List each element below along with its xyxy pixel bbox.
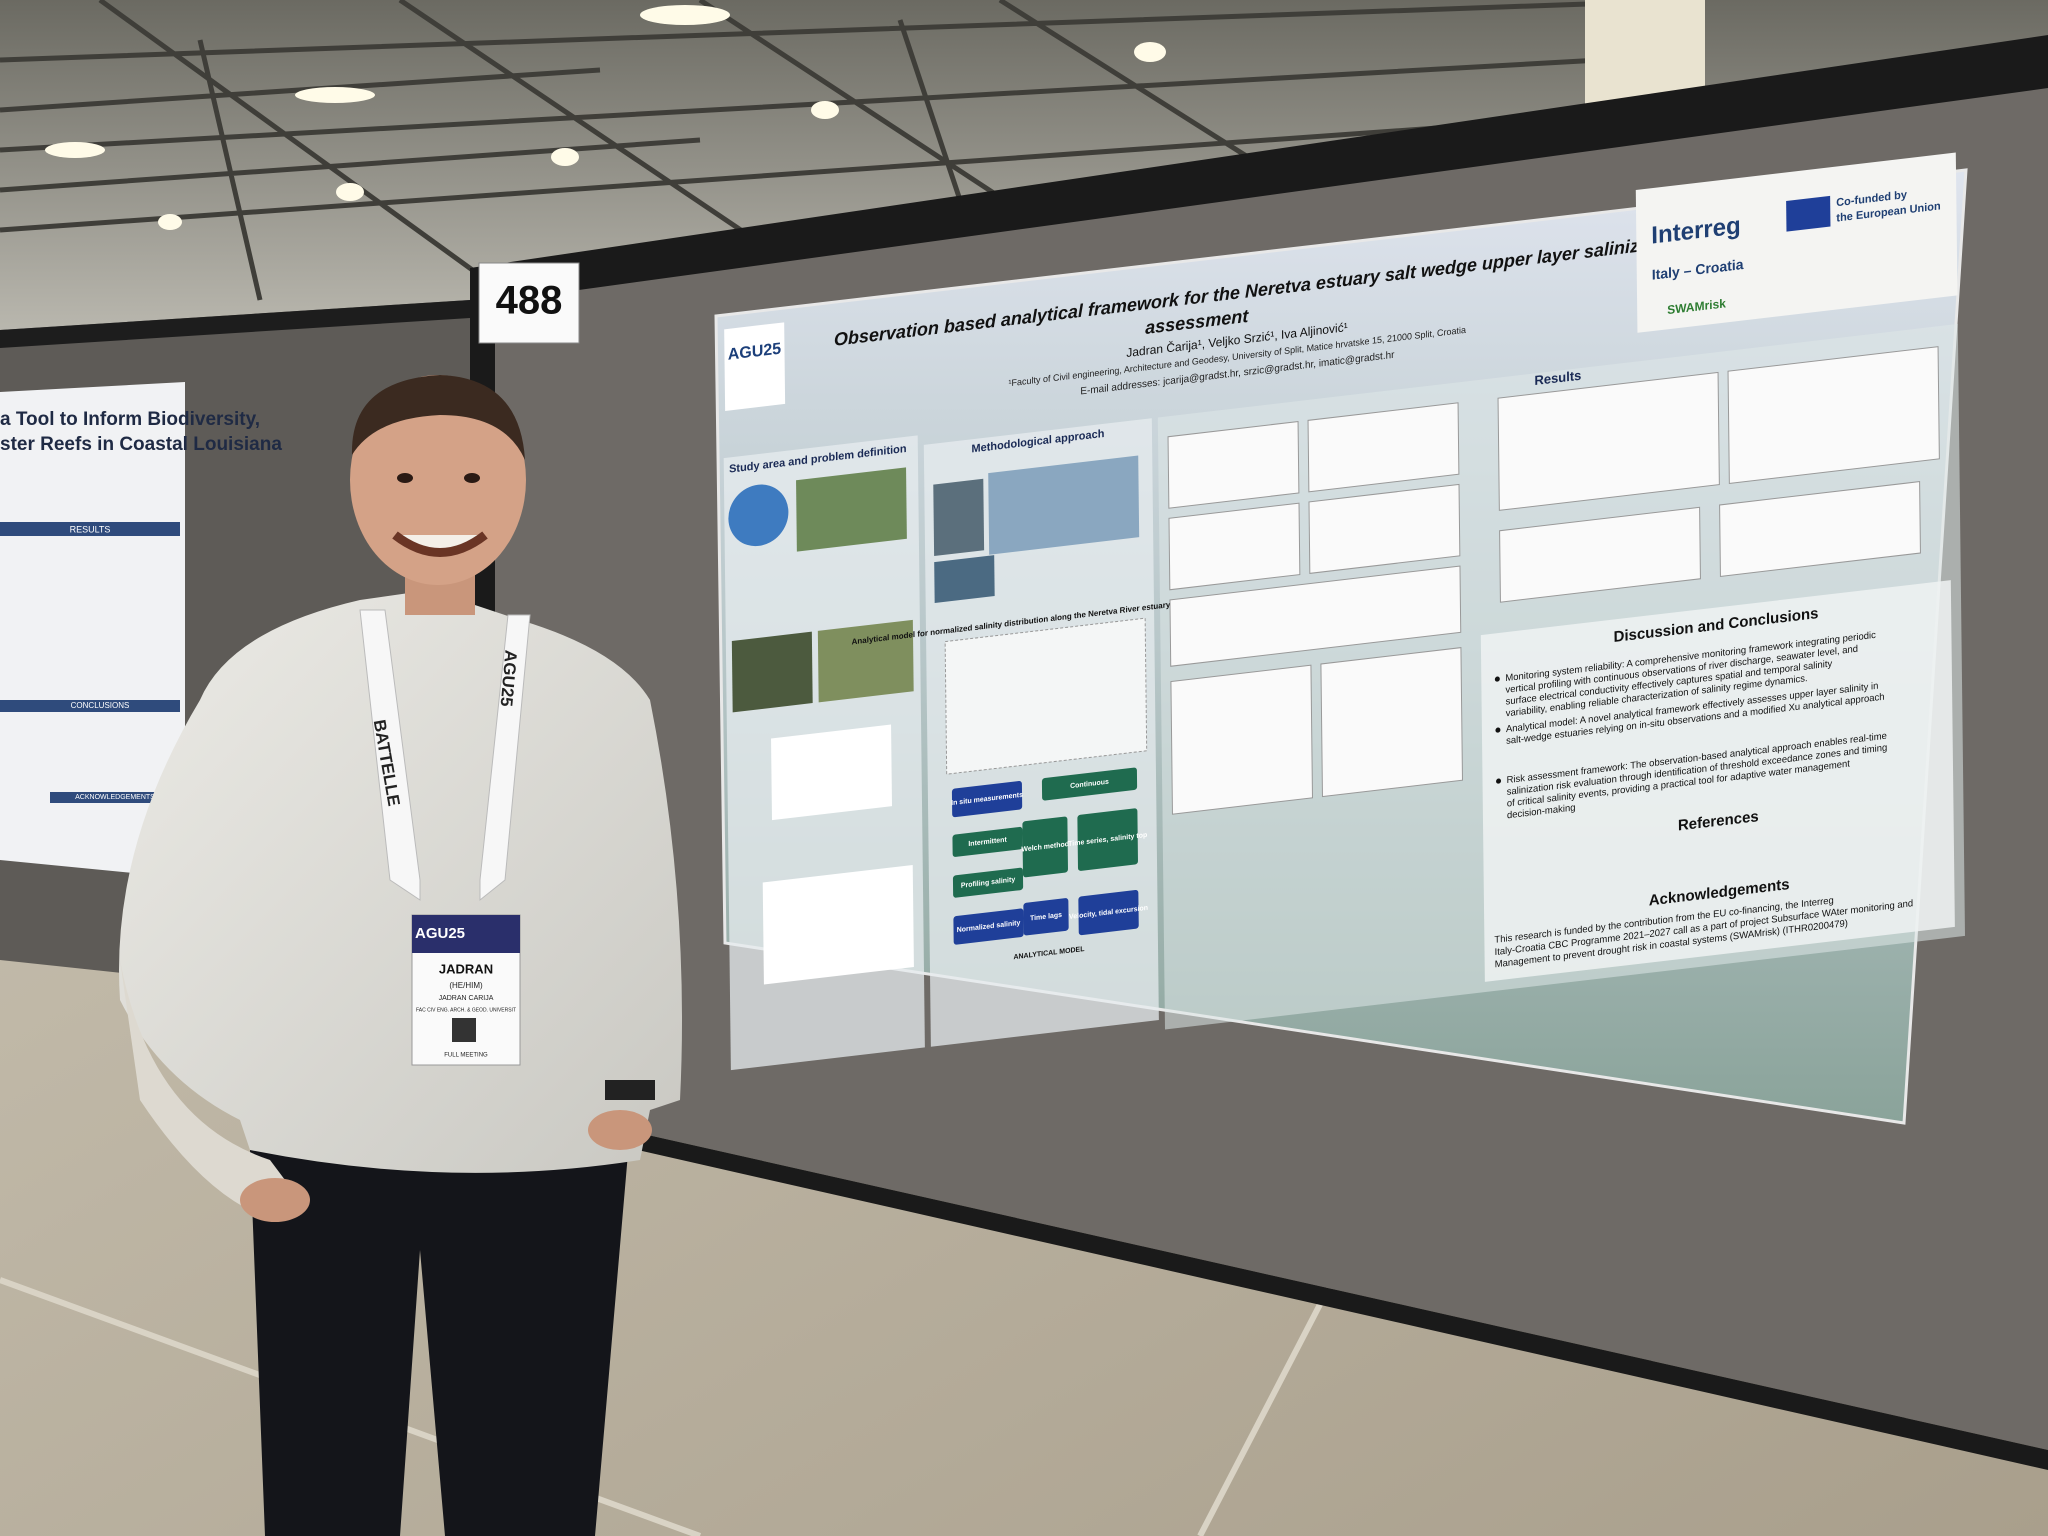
hand [240, 1178, 310, 1222]
flow-box [951, 781, 1023, 818]
eye [464, 473, 480, 483]
badge-name: JADRAN [439, 961, 493, 976]
main-board-base [470, 1095, 2048, 1470]
plot-panel [1719, 481, 1921, 577]
booth-number: 488 [496, 279, 563, 323]
bullet [1494, 676, 1500, 682]
project-logo: SWAMrisk [1667, 296, 1726, 317]
lanyard [479, 614, 531, 902]
ceiling-trusses [0, 0, 1701, 301]
photo-figure [817, 619, 914, 703]
plot-panel [1308, 483, 1461, 574]
badge-full-name: JADRAN CARIJA [439, 995, 494, 1002]
left-poster-section: ACKNOWLEDGEMENTS [75, 794, 155, 801]
flow-box [952, 826, 1023, 857]
partner-panel [1635, 152, 1958, 333]
map-figure [796, 467, 907, 552]
flow-box [1078, 889, 1139, 936]
left-poster-title: ster Reefs in Coastal Louisiana [0, 434, 282, 455]
flowchart: In situ measurementsContinuousIntermitte… [951, 767, 1148, 961]
photo-figure [933, 478, 985, 557]
plot-figure [771, 724, 893, 821]
plot-panel [1499, 506, 1701, 603]
flow-box [1023, 898, 1069, 936]
qr-code [452, 1018, 476, 1042]
agu-logo-box [724, 322, 786, 411]
photo-figure [988, 455, 1140, 555]
plot-panel [1168, 502, 1301, 591]
flow-label: Time lags [1030, 911, 1062, 923]
left-poster-bar [0, 700, 180, 712]
eu-flag [1786, 195, 1831, 232]
flow-box [953, 908, 1024, 945]
plot-panel [1497, 371, 1720, 511]
trousers [250, 1130, 630, 1536]
badge-affiliation: FAC CIV ENG. ARCH. & GEOD. UNIVERSIT [416, 1007, 516, 1013]
photo-figure [731, 631, 813, 713]
person: BATTELLE AGU25 AGU25 JADRAN (HE/HIM) JAD… [119, 375, 682, 1536]
plot-panel [1170, 664, 1313, 815]
equation-box [944, 617, 1148, 775]
plot-panel [1167, 420, 1300, 509]
badge-event: AGU25 [415, 925, 465, 942]
discussion-box [1480, 580, 1955, 982]
flow-box [1041, 767, 1138, 801]
left-poster-bar [0, 522, 180, 536]
booth-card [478, 262, 580, 344]
left-poster-title: a Tool to Inform Biodiversity, [0, 409, 260, 430]
hand [588, 1110, 652, 1150]
section-heading: Results [1534, 368, 1581, 389]
plot-panel [1169, 565, 1462, 667]
left-poster-bar [50, 792, 180, 803]
poster-content: AGU25 Observation based analytical frame… [723, 152, 1966, 1071]
plot-panel [1320, 647, 1463, 798]
left-poster-section: CONCLUSIONS [71, 701, 130, 710]
plot-panel [1727, 346, 1940, 484]
result-plots [1167, 346, 1940, 815]
hair [351, 375, 525, 460]
flow-box [952, 867, 1024, 898]
eye [397, 473, 413, 483]
lanyard [359, 609, 421, 901]
ceiling-lights [45, 5, 1166, 230]
left-poster [0, 382, 185, 878]
badge-registration: FULL MEETING [444, 1053, 488, 1059]
lanyard-text: AGU25 [497, 649, 521, 707]
left-board-frame [0, 300, 470, 348]
bullet [1495, 727, 1501, 733]
left-poster-section: RESULTS [70, 524, 111, 534]
badge-pronouns: (HE/HIM) [449, 981, 483, 990]
smile [392, 531, 488, 557]
plot-panel [1307, 402, 1460, 493]
flow-box [1022, 816, 1068, 878]
badge-header [412, 915, 520, 953]
plot-figure [762, 864, 914, 985]
flow-box [1077, 808, 1138, 871]
globe-figure [728, 484, 789, 547]
main-board-frame [470, 35, 2048, 305]
watch [605, 1080, 655, 1100]
photo-figure [934, 555, 995, 603]
bullet [1496, 778, 1502, 784]
